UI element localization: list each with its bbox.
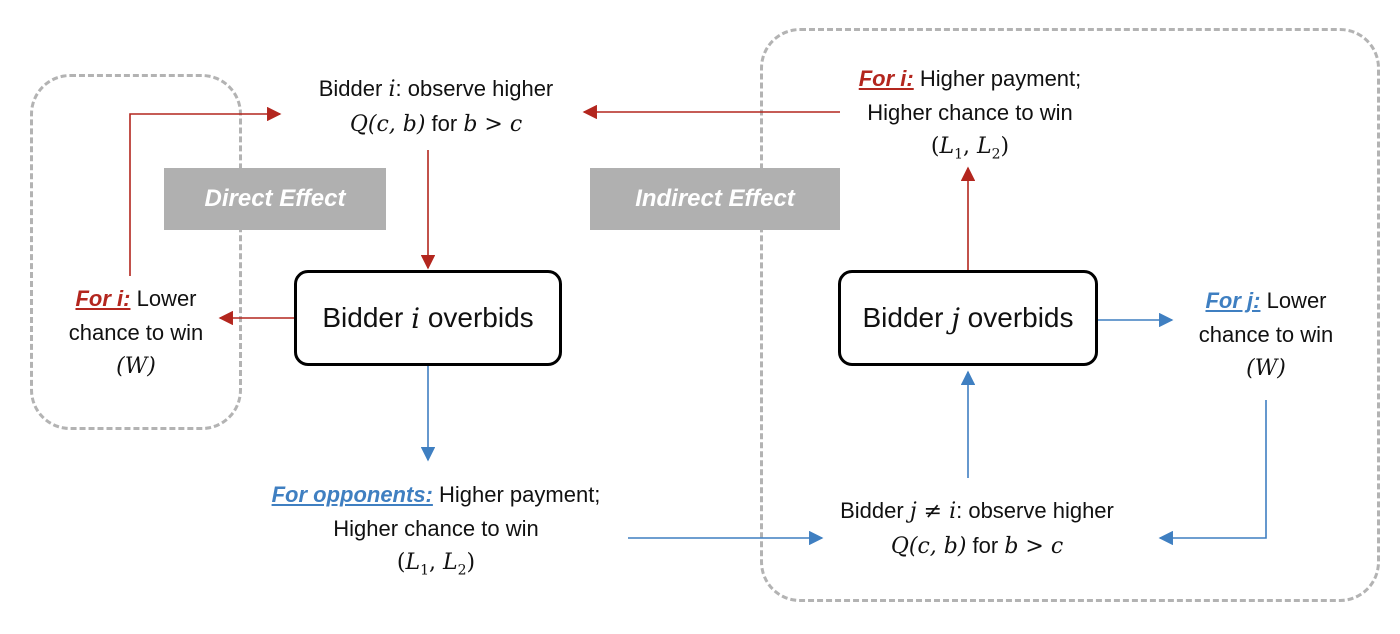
bidder-i-overbids-box: Bidder i overbids xyxy=(294,270,562,366)
arrow-lower-to-observe-i xyxy=(129,106,282,276)
bidder-i-observe-text: Bidder i: observe higher Q(c, b) for b >… xyxy=(318,76,554,137)
arrow-lower-j-to-observe-j xyxy=(1158,400,1267,546)
bidder-j-overbids-box: Bidder j overbids xyxy=(838,270,1098,366)
opponents-outcome: For opponents: Higher payment; Higher ch… xyxy=(271,482,601,579)
direct-effect-region xyxy=(30,74,242,430)
direct-effect-label: Direct Effect xyxy=(164,168,386,230)
indirect-effect-label: Indirect Effect xyxy=(590,168,840,230)
indirect-outcome-i: For i: Higher payment; Higher chance to … xyxy=(858,66,1082,163)
direct-outcome-i: For i: Lower chance to win (W) xyxy=(68,286,204,379)
bidder-j-observe-text: Bidder j ≠ i: observe higher Q(c, b) for… xyxy=(840,498,1114,559)
indirect-effect-region xyxy=(760,28,1380,602)
outcome-j: For j: Lower chance to win (W) xyxy=(1198,288,1334,381)
